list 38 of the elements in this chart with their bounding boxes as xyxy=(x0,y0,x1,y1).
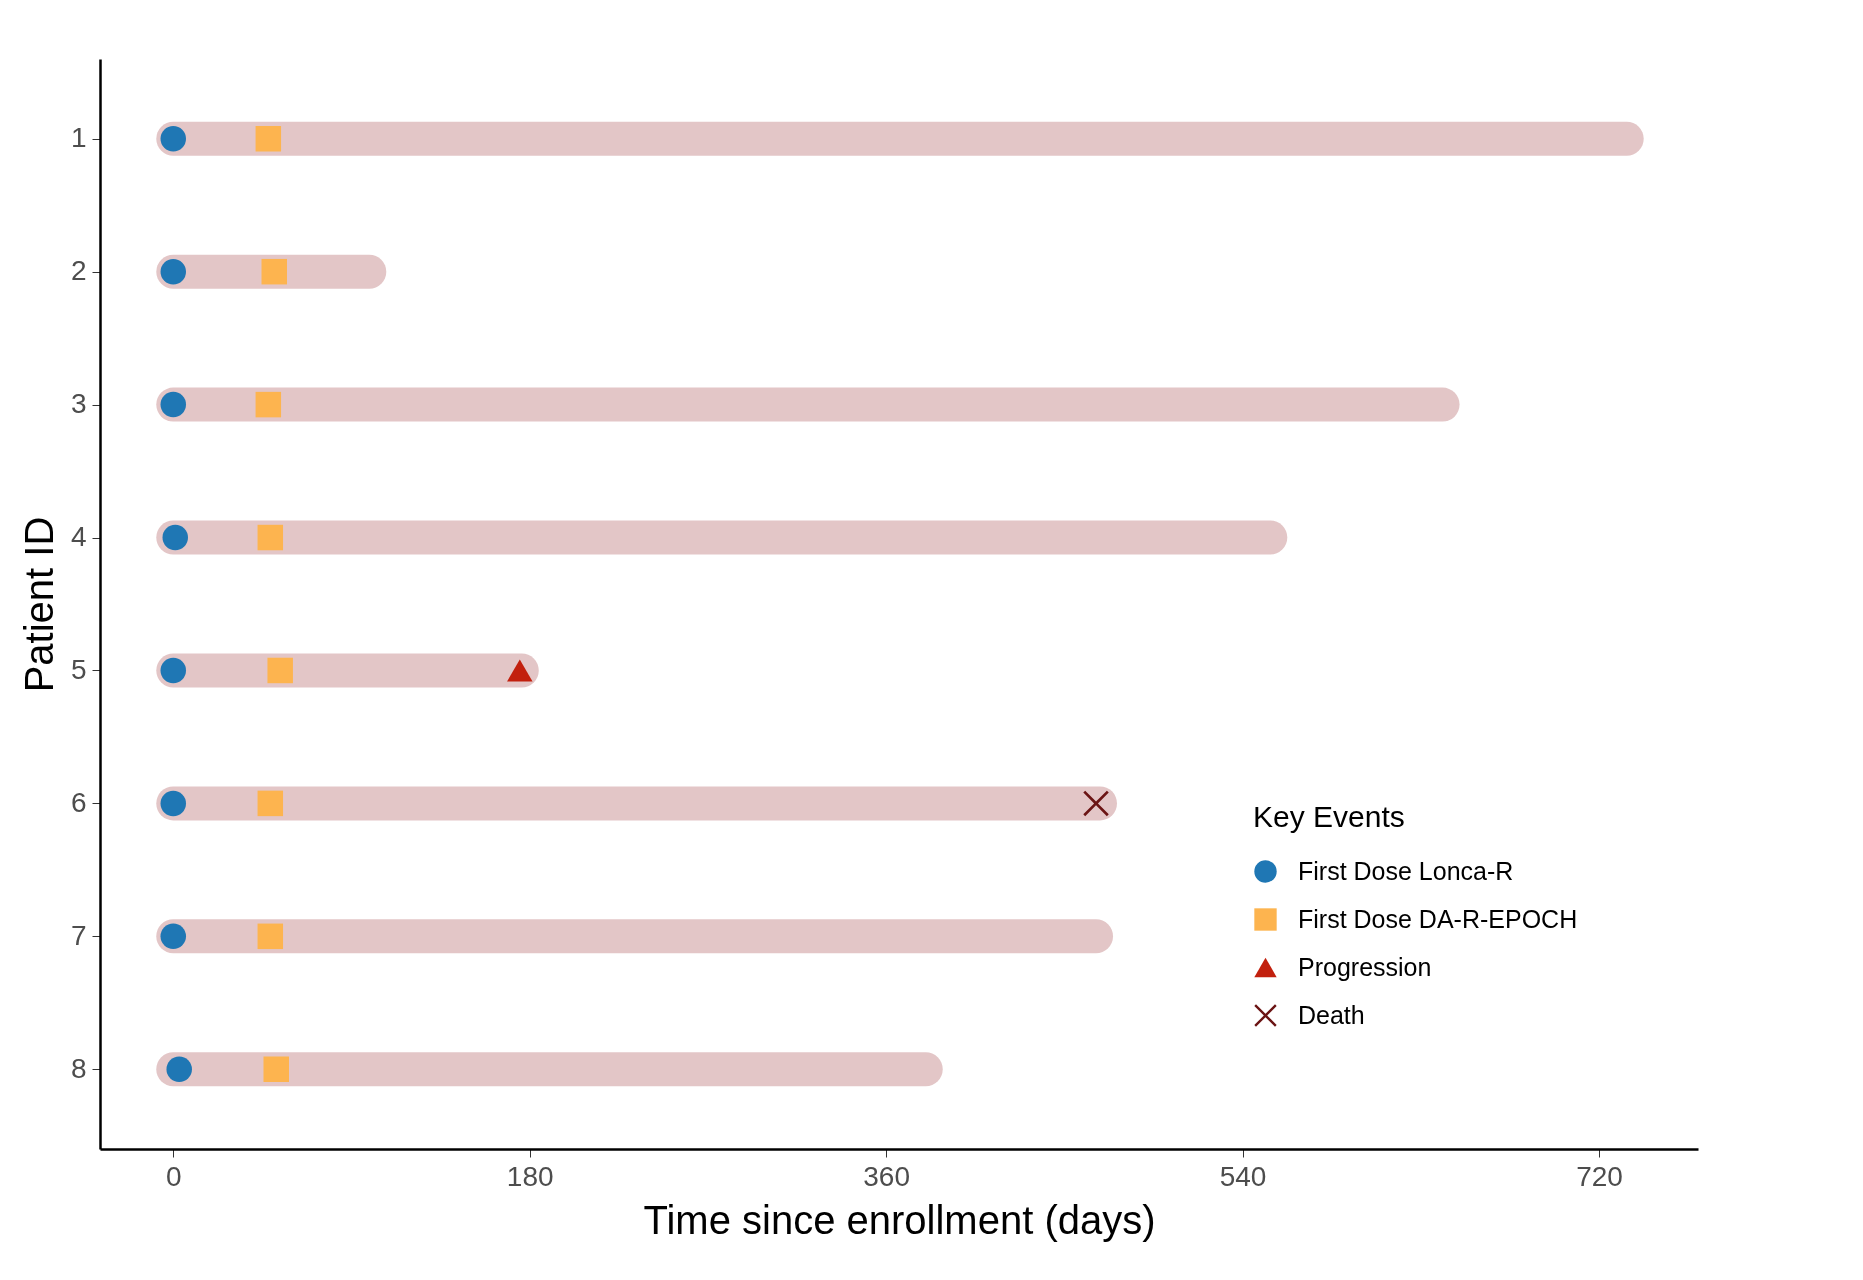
point xyxy=(160,790,187,817)
x-tick-label: 0 xyxy=(165,1160,182,1192)
y-tick-label: 4 xyxy=(70,521,87,553)
x-tick-label: 540 xyxy=(1219,1160,1267,1192)
legend-label: First Dose DA-R-EPOCH xyxy=(1298,904,1578,933)
point xyxy=(160,126,187,152)
y-tick-label: 6 xyxy=(70,786,87,818)
point xyxy=(160,258,187,285)
y-tick-label: 1 xyxy=(70,122,87,154)
x-tick-label: 180 xyxy=(506,1160,554,1192)
point xyxy=(255,126,282,152)
legend-title: Key Events xyxy=(1253,800,1405,833)
point xyxy=(257,790,284,817)
y-tick-label: 3 xyxy=(70,388,87,420)
point xyxy=(1083,790,1109,817)
legend-label: Progression xyxy=(1298,952,1432,981)
point xyxy=(507,659,533,682)
point xyxy=(261,258,287,285)
point xyxy=(257,923,284,950)
x-tick-label: 360 xyxy=(863,1160,910,1192)
point xyxy=(162,524,188,551)
point xyxy=(267,657,293,684)
legend-label: Death xyxy=(1298,1000,1365,1029)
point xyxy=(160,923,187,950)
y-tick-label: 8 xyxy=(70,1052,87,1084)
y-axis-title: Patient ID xyxy=(16,516,61,693)
y-tick-label: 5 xyxy=(70,653,87,685)
x-axis-title: Time since enrollment (days) xyxy=(643,1197,1156,1242)
y-tick-label: 2 xyxy=(70,255,87,287)
point xyxy=(255,391,282,418)
point xyxy=(160,657,187,684)
point xyxy=(257,524,284,551)
point xyxy=(263,1056,289,1082)
x-tick-label: 720 xyxy=(1576,1160,1623,1192)
legend-label: First Dose Lonca-R xyxy=(1298,856,1514,885)
y-tick-label: 7 xyxy=(70,919,87,951)
point xyxy=(160,391,187,418)
point xyxy=(166,1056,192,1082)
